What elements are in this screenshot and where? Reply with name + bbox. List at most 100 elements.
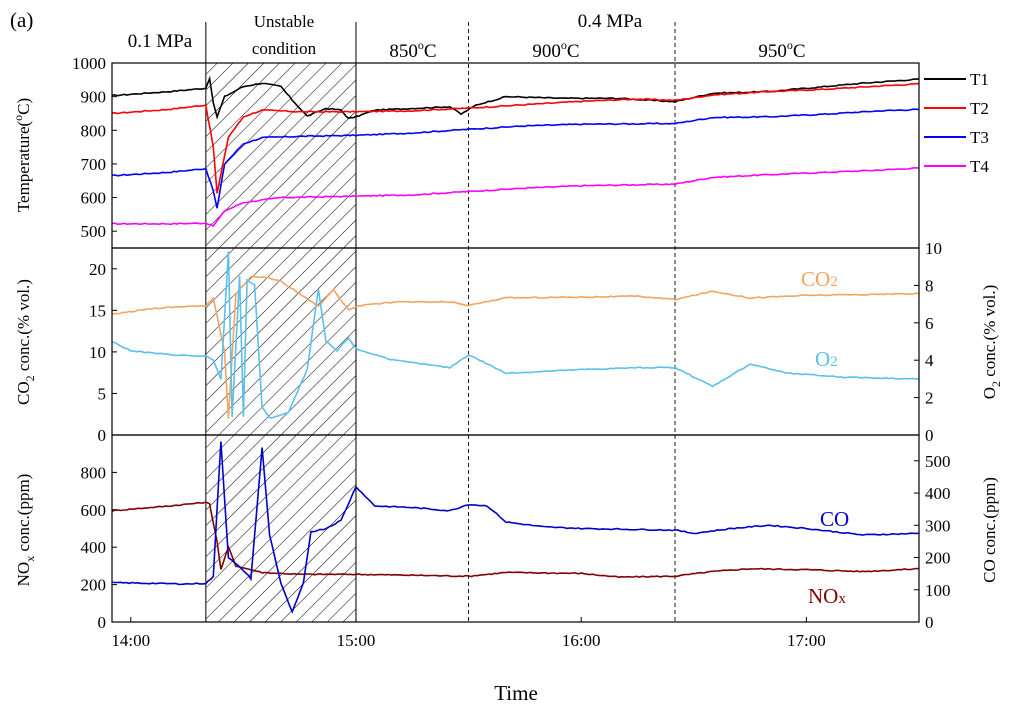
y-tick-label-left: 10 <box>89 343 106 362</box>
y-axis-title-nox-part: x <box>23 556 37 562</box>
unstable-label-line1: Unstable <box>254 12 314 31</box>
y-axis-title-co: CO conc.(ppm) <box>980 477 999 583</box>
x-axis-title: Time <box>494 681 538 705</box>
series-line-t3 <box>112 108 919 209</box>
series-line-co <box>112 441 919 614</box>
o2-series-label: O2 <box>815 347 838 371</box>
y-tick-label-left: 20 <box>89 260 106 279</box>
panel-frames <box>111 62 920 623</box>
y-tick-label-left: 500 <box>81 222 107 241</box>
y-axis-title-nox-part: conc.(ppm) <box>14 474 33 556</box>
y-tick-label-left: 800 <box>81 121 107 140</box>
panel-frame <box>111 434 920 623</box>
series-line-t4 <box>112 166 919 228</box>
o2-series-label-main: O <box>815 347 830 371</box>
o2-series-label-sub: 2 <box>830 354 838 370</box>
phase-boundaries <box>205 22 676 622</box>
phase-label-degree: o <box>418 38 424 52</box>
co2-series-label-sub: 2 <box>830 274 838 290</box>
y-tick-label-left: 200 <box>81 576 107 595</box>
co-series-label: CO <box>820 507 849 531</box>
phase-label-degree: o <box>561 38 567 52</box>
y-tick-label-left: 0 <box>98 426 107 445</box>
y-axis-title-temperature-part: o <box>11 115 25 121</box>
phase-label-unit: C <box>793 41 806 62</box>
y-axis-title-temperature-part: Temperature( <box>14 121 33 213</box>
y-tick-label-left: 600 <box>81 189 107 208</box>
y-axis-title-co2-part: 2 <box>23 375 37 381</box>
y-tick-label-right: 0 <box>925 426 934 445</box>
y-tick-label-left: 400 <box>81 538 107 557</box>
legend-label-t4: T4 <box>970 157 989 176</box>
x-tick-label: 16:00 <box>562 631 601 650</box>
legend-label-t1: T1 <box>970 70 989 89</box>
unstable-hatch-rect <box>205 62 357 623</box>
y-axis-title-temperature: Temperature(oC) <box>11 98 33 212</box>
y-tick-label-left: 0 <box>98 613 107 632</box>
co2-series-label-main: CO <box>801 267 830 291</box>
series-line-o2 <box>112 251 919 419</box>
y-axis-title-o2-part: 2 <box>989 381 1003 387</box>
x-tick-label: 15:00 <box>337 631 376 650</box>
y-tick-label-right: 2 <box>925 389 934 408</box>
phase-label: 950oC <box>758 38 805 62</box>
series-line-nox <box>112 501 919 579</box>
nox-series-label-sub: x <box>838 591 846 607</box>
unstable-label-line2: condition <box>252 39 317 58</box>
phase-label-unit: C <box>424 41 437 62</box>
figure-label: (a) <box>10 8 33 32</box>
y-tick-label-right: 6 <box>925 314 934 333</box>
legend: T1 T2 T3 T4 <box>924 70 989 176</box>
unstable-region <box>205 62 357 623</box>
y-tick-label-right: 10 <box>925 239 942 258</box>
series <box>112 75 919 614</box>
y-axis-title-co2-part: conc.(% vol.) <box>14 279 33 375</box>
co2-series-label: CO2 <box>801 267 838 291</box>
y-tick-label-right: 0 <box>925 613 934 632</box>
x-tick-label: 17:00 <box>787 631 826 650</box>
y-axis-title-o2: O2 conc.(% vol.) <box>980 285 1003 400</box>
x-tick-label: 14:00 <box>111 631 150 650</box>
phase-label-unit: C <box>567 41 580 62</box>
phase-labels: 850oC 900oC 950oC <box>389 38 805 62</box>
co-series-label-main: CO <box>820 507 849 531</box>
y-tick-label-left: 5 <box>98 384 107 403</box>
pressure-right-label: 0.4 MPa <box>578 11 643 32</box>
y-tick-label-left: 800 <box>81 463 107 482</box>
phase-label-value: 950 <box>758 41 787 62</box>
legend-label-t2: T2 <box>970 99 989 118</box>
nox-series-label-main: NO <box>808 584 838 608</box>
y-tick-label-right: 8 <box>925 276 934 295</box>
series-line-t2 <box>112 82 919 194</box>
pressure-left-label: 0.1 MPa <box>128 31 193 52</box>
y-tick-label-right: 500 <box>925 452 951 471</box>
y-tick-label-left: 1000 <box>72 54 106 73</box>
phase-label: 850oC <box>389 38 436 62</box>
y-axis-title-co-part: CO conc.(ppm) <box>980 477 999 583</box>
phase-label-value: 900 <box>532 41 561 62</box>
phase-label-value: 850 <box>389 41 418 62</box>
y-tick-label-left: 700 <box>81 155 107 174</box>
y-tick-label-left: 900 <box>81 88 107 107</box>
y-axis-title-o2-part: conc.(% vol.) <box>980 285 999 381</box>
y-tick-label-left: 15 <box>89 301 106 320</box>
y-axis-title-o2-part: O <box>980 387 999 399</box>
y-tick-label-right: 100 <box>925 581 951 600</box>
legend-label-t3: T3 <box>970 128 989 147</box>
axes: 5006007008009001000051015200246810020040… <box>11 54 1003 650</box>
y-axis-title-co2-part: CO <box>14 381 33 405</box>
y-tick-label-right: 4 <box>925 351 934 370</box>
nox-series-label: NOx <box>808 584 846 608</box>
y-tick-label-right: 300 <box>925 516 951 535</box>
y-axis-title-co2: CO2 conc.(% vol.) <box>14 279 37 405</box>
y-axis-title-nox: NOx conc.(ppm) <box>14 474 37 587</box>
y-axis-title-nox-part: NO <box>14 562 33 587</box>
y-axis-title-temperature-part: C) <box>14 98 33 115</box>
y-tick-label-right: 200 <box>925 549 951 568</box>
phase-label-degree: o <box>787 38 793 52</box>
y-tick-label-right: 400 <box>925 484 951 503</box>
phase-label: 900oC <box>532 38 579 62</box>
series-line-co2 <box>112 275 919 419</box>
